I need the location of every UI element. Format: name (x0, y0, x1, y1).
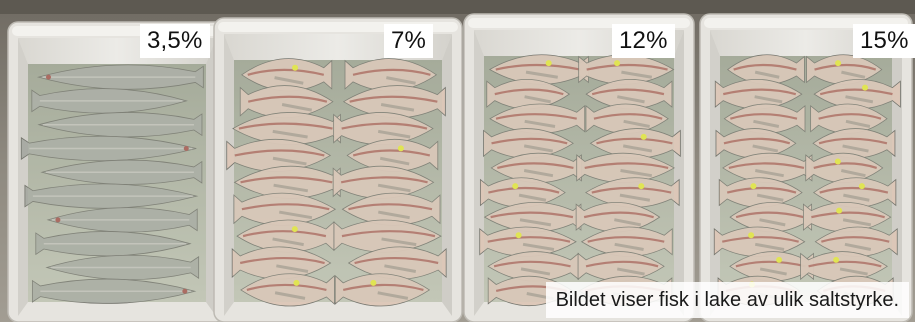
brine-tub-4 (699, 13, 913, 322)
brine-tub-2 (213, 17, 463, 322)
fish-group-3 (479, 54, 681, 307)
background-equipment (0, 0, 915, 14)
salt-label-7: 7% (384, 24, 434, 58)
salt-label-15: 15% (853, 24, 915, 58)
fish-group-4 (713, 54, 901, 307)
brine-tub-3 (463, 13, 695, 322)
image-caption: Bildet viser fisk i lake av ulik saltsty… (545, 282, 909, 318)
fish-group-2 (226, 58, 447, 307)
brine-tub-1 (7, 21, 227, 322)
salt-label-3-5: 3,5% (140, 24, 210, 58)
salt-label-12: 12% (612, 24, 675, 58)
fish-group-1 (20, 64, 204, 304)
